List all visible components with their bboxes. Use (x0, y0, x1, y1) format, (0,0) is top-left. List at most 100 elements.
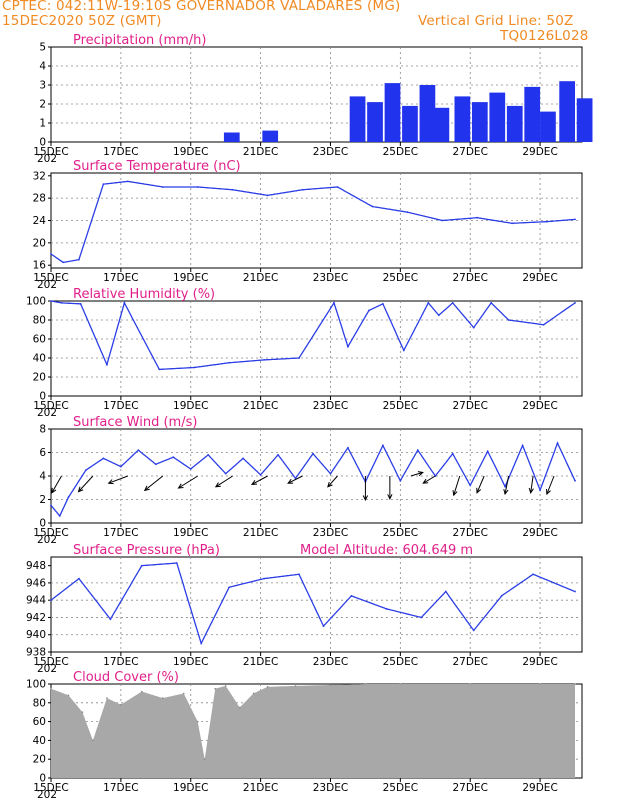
panel-5-xtick-label: 29DEC (522, 656, 557, 668)
wind-vector (423, 475, 436, 484)
panel-6-series-point (399, 683, 402, 685)
panel-6-series-point (329, 684, 332, 686)
panel-1-frame (50, 46, 583, 143)
panel-2-ytick-label: 32 (33, 170, 46, 182)
panel-1-year-fragment: 202 (37, 153, 57, 165)
panel-6-ytick-label: 80 (33, 697, 46, 709)
wind-vector-head (107, 479, 114, 485)
wind-vector-head (422, 478, 429, 484)
panel-2-xtick-label: 25DEC (383, 272, 418, 284)
panel-5-frame (50, 556, 583, 653)
panel-2-xtick-label: 19DEC (173, 272, 208, 284)
panel-1-xtick-label: 21DEC (243, 146, 278, 158)
panel-2-xtick-label: 23DEC (313, 272, 348, 284)
wind-vector-head (77, 486, 84, 493)
panel-1-xtick-label: 25DEC (383, 146, 418, 158)
wind-vector-head (362, 495, 369, 502)
panel-5-xtick-label: 19DEC (173, 656, 208, 668)
panel-1-xtick-label: 29DEC (522, 146, 557, 158)
panel-5-xtick-label: 23DEC (313, 656, 348, 668)
panel-2-xtick-label: 15DEC (33, 272, 68, 284)
wind-vector-head (51, 487, 57, 494)
header-date: 15DEC2020 50Z (GMT) (2, 13, 162, 29)
panel-6-xtick-label: 27DEC (452, 782, 487, 794)
panel-1-precip-bar (506, 105, 523, 142)
wind-vector (215, 475, 233, 488)
panel-6-ytick-label: 20 (33, 754, 46, 766)
panel-6-series-point (469, 683, 472, 685)
panel-1-ytick-label: 0 (39, 137, 46, 149)
panel-6-series-point (141, 690, 143, 693)
panel-6-series-point (92, 739, 94, 742)
panel-3-series-line (50, 300, 576, 371)
panel-6-xtick-label: 23DEC (313, 782, 348, 794)
panel-6-ytick-label: 40 (33, 735, 46, 747)
panel-3-ytick-label: 100 (26, 296, 46, 308)
wind-vector (410, 471, 423, 477)
panel-6-series-point (224, 685, 227, 687)
panel-6-xtick-label: 19DEC (173, 782, 208, 794)
panel-4-ytick-label: 2 (39, 494, 46, 506)
panel-1-ytick-label: 1 (39, 118, 46, 130)
panel-1-precip-bar (402, 105, 418, 142)
panel-3-title: Relative Humidity (%) (73, 287, 215, 302)
panel-3-xtick-label: 21DEC (243, 400, 278, 412)
panel-3-ytick-label: 0 (39, 391, 46, 403)
panel-1-precip-bar (540, 111, 556, 142)
panel-1-xtick-label: 27DEC (452, 146, 487, 158)
wind-vector (504, 475, 510, 495)
panel-2-series-line (50, 180, 575, 263)
panel-1-xtick-label: 15DEC (33, 146, 68, 158)
panel-5-title: Surface Pressure (hPa) (73, 543, 220, 558)
panel-3-xtick-label: 29DEC (522, 400, 557, 412)
panel-6-series-point (196, 720, 199, 723)
wind-vector (144, 475, 164, 491)
panel-5-xtick-label: 21DEC (243, 656, 278, 668)
panel-5-ytick-label: 938 (26, 647, 46, 659)
panel-6-series-point (203, 758, 206, 760)
panel-4-xtick-label: 19DEC (173, 527, 208, 539)
panel-5-ytick-label: 946 (26, 577, 46, 589)
panel-6-series-point (67, 694, 70, 697)
wind-vector-head (287, 478, 294, 484)
panel-3-ytick-label: 40 (33, 353, 46, 365)
wind-vector (476, 475, 485, 493)
wind-vector (51, 475, 62, 494)
panel-6-series-point (120, 703, 122, 706)
wind-vector-head (177, 483, 184, 489)
wind-vector-head (452, 490, 458, 497)
panel-1-precip-bar (262, 130, 279, 142)
panel-6-cloud-area (51, 684, 575, 778)
panel-1-xtick-label: 19DEC (173, 146, 208, 158)
panel-5-annotation: Model Altitude: 604.649 m (300, 543, 473, 558)
wind-vector-head (143, 485, 150, 492)
panel-2-xtick-label: 27DEC (452, 272, 487, 284)
panel-6-series-point (50, 687, 52, 690)
panel-4-ytick-label: 0 (39, 518, 46, 530)
panel-1-ytick-label: 5 (39, 42, 46, 54)
wind-vector-head (417, 471, 424, 477)
panel-5-xtick-label: 17DEC (103, 656, 138, 668)
panel-4-ytick-label: 8 (39, 424, 46, 436)
panel-2-ytick-label: 28 (33, 193, 46, 205)
panel-1-xtick-label: 17DEC (103, 146, 138, 158)
panel-6-series-point (106, 697, 108, 699)
panel-6-ytick-label: 0 (39, 773, 46, 785)
panel-5-year-fragment: 202 (37, 663, 57, 675)
panel-3-xtick-label: 27DEC (452, 400, 487, 412)
panel-4-xtick-label: 17DEC (103, 527, 138, 539)
panel-1-title: Precipitation (mm/h) (73, 33, 206, 48)
panel-2-xtick-label: 21DEC (243, 272, 278, 284)
panel-6-xtick-label: 29DEC (522, 782, 557, 794)
panel-1-precip-bar (489, 92, 506, 142)
panel-1-precip-bar (524, 86, 541, 142)
header-grid-line: Vertical Grid Line: 50Z (418, 13, 574, 29)
panel-1-ytick-label: 4 (39, 61, 46, 73)
panel-4-xtick-label: 25DEC (383, 527, 418, 539)
header-station: CPTEC: 042:11W-19:10S GOVERNADOR VALADAR… (2, 0, 401, 14)
panel-4-xtick-label: 21DEC (243, 527, 278, 539)
panel-6-title: Cloud Cover (%) (73, 670, 179, 685)
panel-3-xtick-label: 17DEC (103, 400, 138, 412)
panel-1-precip-bar (367, 102, 383, 142)
